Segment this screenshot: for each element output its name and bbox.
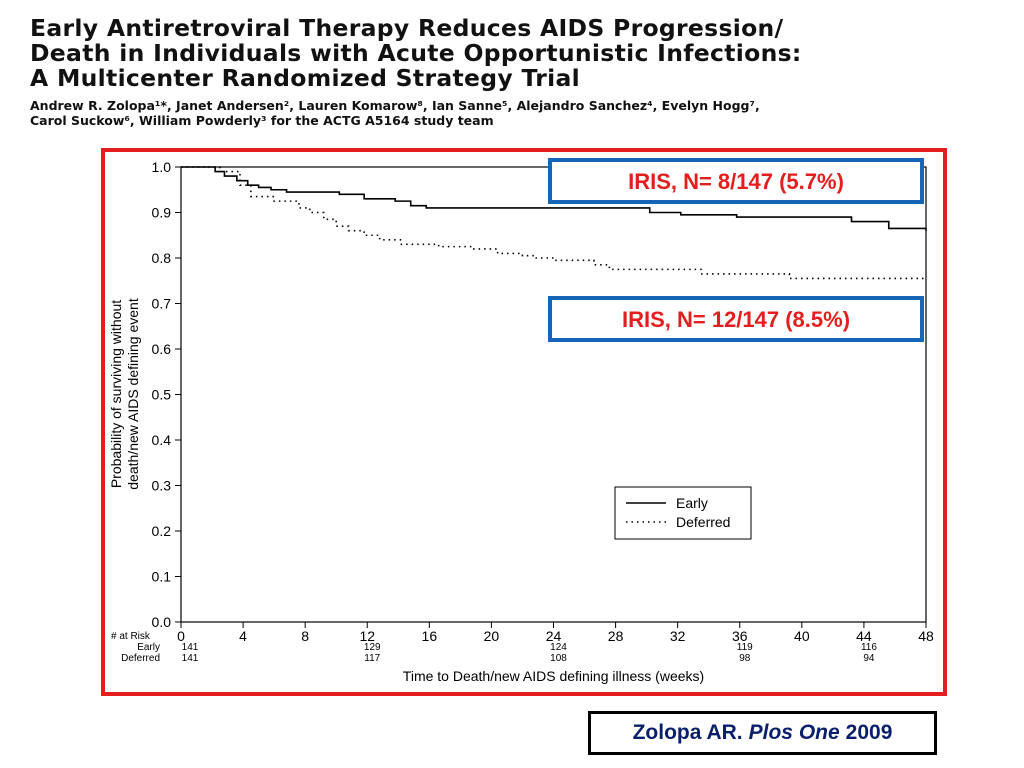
risk-row-label: Early bbox=[137, 642, 160, 653]
y-tick-label: 0.6 bbox=[152, 341, 172, 357]
citation-journal: Plos One bbox=[748, 721, 840, 744]
x-tick-label: 12 bbox=[359, 628, 375, 644]
iris-callout-box bbox=[548, 296, 924, 342]
title-line-1: Early Antiretroviral Therapy Reduces AID… bbox=[30, 14, 784, 42]
risk-value: 108 bbox=[550, 653, 567, 664]
y-tick-label: 0.2 bbox=[152, 523, 172, 539]
x-tick-label: 24 bbox=[546, 628, 562, 644]
legend-label-early: Early bbox=[676, 495, 708, 511]
y-tick-label: 1.0 bbox=[152, 159, 172, 175]
y-tick-label: 0.1 bbox=[152, 569, 172, 585]
y-tick-label: 0.9 bbox=[152, 205, 172, 221]
x-axis-label: Time to Death/new AIDS defining illness … bbox=[403, 668, 704, 684]
x-tick-label: 40 bbox=[794, 628, 810, 644]
risk-value: 117 bbox=[364, 653, 380, 664]
citation-author: Zolopa AR. bbox=[632, 721, 743, 744]
risk-value: 141 bbox=[182, 642, 199, 653]
x-tick-label: 8 bbox=[301, 628, 309, 644]
risk-value: 119 bbox=[737, 642, 753, 653]
risk-value: 124 bbox=[550, 642, 567, 653]
x-tick-label: 44 bbox=[856, 628, 872, 644]
title-line-3: A Multicenter Randomized Strategy Trial bbox=[30, 64, 580, 92]
risk-value: 116 bbox=[861, 642, 877, 653]
iris-callout-box bbox=[548, 158, 924, 204]
author-list: Andrew R. Zolopa¹*, Janet Andersen², Lau… bbox=[30, 98, 1010, 128]
risk-value: 141 bbox=[182, 653, 199, 664]
plot-layer: 0.00.10.20.30.40.50.60.70.80.91.00 4 8 12 16… bbox=[108, 158, 934, 684]
x-tick-label: 0 bbox=[177, 628, 185, 644]
x-tick-label: 16 bbox=[422, 628, 438, 644]
title-line-2: Death in Individuals with Acute Opportun… bbox=[30, 39, 802, 67]
iris-callout-text: IRIS, N= 12/147 (8.5%) bbox=[622, 307, 850, 332]
risk-value: 129 bbox=[364, 642, 381, 653]
y-axis-label-line-1: Probability of surviving without bbox=[108, 300, 124, 488]
risk-table-header: # at Risk bbox=[111, 631, 151, 642]
y-tick-label: 0.3 bbox=[152, 478, 172, 494]
iris-callout-text: IRIS, N= 8/147 (5.7%) bbox=[628, 169, 844, 194]
slide-title: Early Antiretroviral Therapy Reduces AID… bbox=[30, 16, 1010, 91]
legend-label-deferred: Deferred bbox=[676, 514, 730, 530]
y-tick-label: 0.4 bbox=[152, 432, 172, 448]
x-tick-label: 32 bbox=[670, 628, 686, 644]
y-tick-label: 0.8 bbox=[152, 250, 172, 266]
y-tick-label: 0.5 bbox=[152, 387, 172, 403]
authors-line-2: Carol Suckow⁶, William Powderly³ for the… bbox=[30, 113, 494, 128]
y-axis-label-line-2: death/new AIDS defining event bbox=[125, 298, 141, 490]
y-tick-label: 0.7 bbox=[152, 296, 172, 312]
plot-box bbox=[180, 166, 927, 623]
y-tick-label: 0.0 bbox=[152, 614, 172, 630]
series-early-line bbox=[181, 166, 927, 231]
highlight-frame bbox=[101, 148, 947, 696]
x-tick-label: 36 bbox=[732, 628, 748, 644]
risk-row-label: Deferred bbox=[121, 653, 160, 664]
x-tick-label: 20 bbox=[484, 628, 500, 644]
x-tick-label: 48 bbox=[918, 628, 934, 644]
x-tick-label: 28 bbox=[608, 628, 624, 644]
risk-value: 98 bbox=[739, 653, 751, 664]
authors-line-1: Andrew R. Zolopa¹*, Janet Andersen², Lau… bbox=[30, 98, 760, 113]
risk-value: 94 bbox=[863, 653, 875, 664]
citation-box: Zolopa AR. Plos One 2009 bbox=[588, 711, 937, 755]
legend-box bbox=[614, 486, 752, 540]
citation-year: 2009 bbox=[845, 721, 893, 744]
x-tick-label: 4 bbox=[239, 628, 247, 644]
